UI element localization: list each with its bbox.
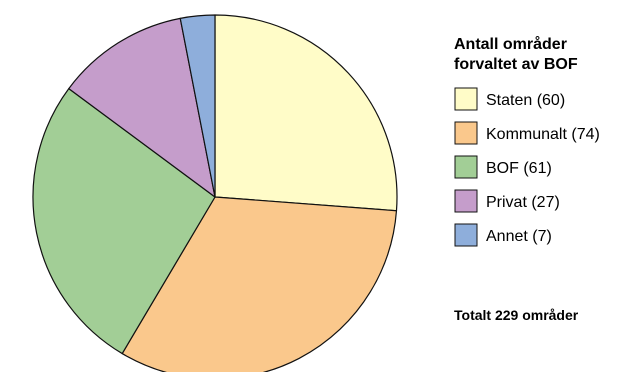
pie-slices xyxy=(32,14,398,372)
legend-label-0: Staten (60) xyxy=(486,92,565,109)
legend-swatch-0 xyxy=(454,87,478,111)
legend: Antall områder forvaltet av BOF Staten (… xyxy=(454,35,600,323)
total-label: Totalt 229 områder xyxy=(454,307,579,323)
legend-items: Staten (60) Kommunalt (74) BOF (61) Privat … xyxy=(454,87,600,247)
legend-swatch-3 xyxy=(454,189,478,213)
legend-swatch-1 xyxy=(454,121,478,145)
pie-slice-4 xyxy=(179,14,216,198)
legend-swatch-2 xyxy=(454,155,478,179)
legend-label-1: Kommunalt (74) xyxy=(486,126,600,143)
legend-title-line-2: forvaltet av BOF xyxy=(454,56,578,73)
legend-label-4: Annet (7) xyxy=(486,228,552,245)
pie-slice-3 xyxy=(68,17,216,198)
legend-label-2: BOF (61) xyxy=(486,160,552,177)
pie-slice-2 xyxy=(32,88,216,355)
legend-label-3: Privat (27) xyxy=(486,194,560,211)
legend-swatch-4 xyxy=(454,223,478,247)
legend-title-line-1: Antall områder xyxy=(454,35,567,53)
pie-slice-0 xyxy=(214,14,398,212)
